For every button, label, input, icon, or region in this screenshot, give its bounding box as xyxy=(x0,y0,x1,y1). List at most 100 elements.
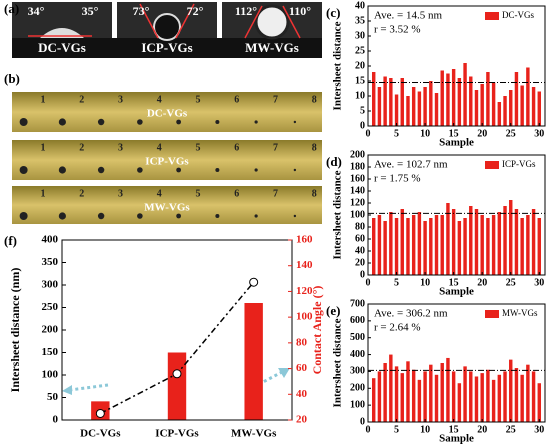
panel-label: (a) xyxy=(4,1,19,16)
annotation: Ave. = 306.2 nm xyxy=(374,308,448,320)
frame-number: 6 xyxy=(234,142,239,153)
marker xyxy=(249,277,259,287)
bar xyxy=(417,379,422,422)
bar xyxy=(509,200,513,275)
annotation: r = 1.75 % xyxy=(374,173,421,185)
bar xyxy=(537,91,542,126)
droplet xyxy=(137,213,143,219)
frame-number: 1 xyxy=(41,188,46,199)
y-tick-label: 500 xyxy=(350,332,365,343)
y-tick-label: 250 xyxy=(42,301,59,313)
annotation: Ave. = 14.5 nm xyxy=(374,10,442,22)
droplet xyxy=(19,166,28,174)
y-tick-label: 160 xyxy=(350,173,365,184)
bar xyxy=(474,376,479,422)
bar xyxy=(406,218,410,275)
bar xyxy=(434,374,439,422)
bar xyxy=(491,215,496,275)
y-tick-label: 35 xyxy=(355,15,365,26)
y-tick-label: 30 xyxy=(355,30,365,41)
y-tick-label: 0 xyxy=(360,269,365,280)
x-tick-label: 10 xyxy=(420,277,430,288)
x-tick-label: 5 xyxy=(394,424,399,435)
droplet xyxy=(215,120,220,124)
sample-label: ICP-VGs xyxy=(141,40,192,55)
frame-number: 2 xyxy=(79,188,84,199)
y-tick-label: 80 xyxy=(355,221,365,232)
bar xyxy=(411,87,416,126)
bar xyxy=(514,368,519,422)
x-axis-label: Sample xyxy=(439,433,474,445)
bar xyxy=(503,96,507,126)
y-tick-label: 150 xyxy=(42,346,59,358)
row-label: DC-VGs xyxy=(147,108,188,120)
bar xyxy=(531,87,536,126)
x-tick-label: 25 xyxy=(506,277,516,288)
x-axis-label: Sample xyxy=(439,286,474,298)
droplet xyxy=(254,168,258,172)
droplet xyxy=(137,119,143,125)
x-tick-label: 10 xyxy=(420,128,430,139)
x-tick-label: 0 xyxy=(366,424,371,435)
y-tick-label: 20 xyxy=(355,60,365,71)
bar xyxy=(400,373,404,422)
bar xyxy=(474,90,479,126)
bar xyxy=(451,371,456,422)
frame-number: 8 xyxy=(312,94,317,105)
y2-tick-label: 40 xyxy=(296,388,308,400)
bar xyxy=(394,218,399,275)
angle-label: 110° xyxy=(289,4,311,18)
legend-swatch xyxy=(485,161,499,169)
y-tick-label: 100 xyxy=(350,209,365,220)
bar xyxy=(480,215,484,275)
bar xyxy=(457,221,462,275)
bar xyxy=(400,78,404,126)
bar xyxy=(491,379,496,422)
bar xyxy=(389,78,393,126)
y2-tick-label: 100 xyxy=(296,311,313,323)
bar xyxy=(486,369,490,422)
x-tick-label: DC-VGs xyxy=(80,428,121,440)
bar xyxy=(400,209,404,275)
frame-number: 7 xyxy=(273,142,278,153)
y-tick-label: 0 xyxy=(360,416,365,427)
droplet xyxy=(176,119,182,125)
bar xyxy=(520,85,524,126)
x-tick-label: 15 xyxy=(449,424,459,435)
frame-number: 5 xyxy=(196,188,201,199)
droplet xyxy=(97,118,105,126)
frame-number: 3 xyxy=(118,94,123,105)
bar xyxy=(463,63,467,126)
x-tick-label: 15 xyxy=(449,128,459,139)
bar xyxy=(537,218,542,275)
droplet xyxy=(215,214,220,218)
x-tick-label: ICP-VGs xyxy=(155,428,199,440)
x-tick-label: 20 xyxy=(477,424,487,435)
arrow-head xyxy=(62,385,72,395)
y-tick-label: 200 xyxy=(350,383,365,394)
bar xyxy=(486,218,490,275)
bar xyxy=(440,70,444,126)
bar xyxy=(451,69,456,126)
bar xyxy=(451,209,456,275)
y-tick-label: 100 xyxy=(350,399,365,410)
y-tick-label: 200 xyxy=(42,324,59,336)
x-tick-label: 5 xyxy=(394,128,399,139)
x-tick-label: 10 xyxy=(420,424,430,435)
x-axis-label: Sample xyxy=(439,137,474,149)
y-tick-label: 20 xyxy=(355,257,365,268)
bar xyxy=(429,81,433,126)
y-tick-label: 300 xyxy=(42,279,59,291)
droplet xyxy=(19,118,28,126)
y-tick-label: 120 xyxy=(350,197,365,208)
x-tick-label: 0 xyxy=(366,128,371,139)
bar xyxy=(440,363,444,422)
frame-number: 4 xyxy=(157,188,162,199)
droplet xyxy=(293,214,297,218)
bar xyxy=(463,366,467,422)
x-tick-label: 0 xyxy=(366,277,371,288)
frame-number: 4 xyxy=(157,142,162,153)
frame-number: 8 xyxy=(312,188,317,199)
bar xyxy=(423,87,427,126)
